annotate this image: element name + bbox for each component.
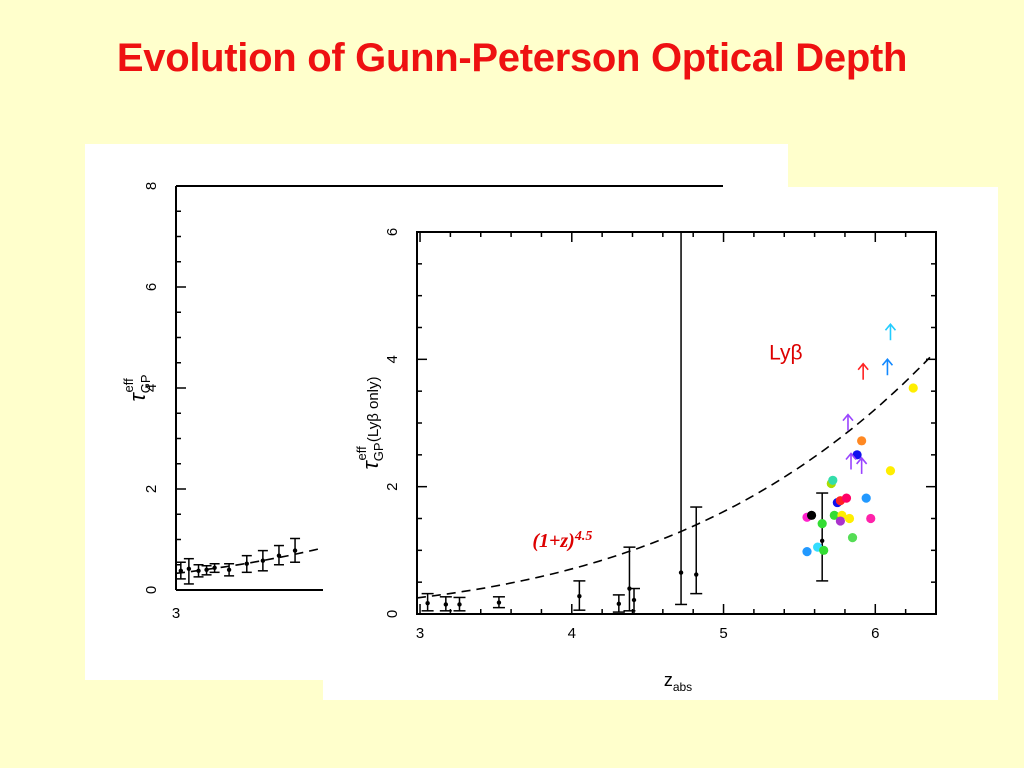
back-errorbar-point bbox=[244, 561, 249, 566]
front-data-point bbox=[908, 383, 918, 393]
front-data-point bbox=[829, 510, 839, 520]
front-x-tick-label: 3 bbox=[416, 625, 424, 642]
front-y-axis-label-text: τGPeff (Lyβ only) bbox=[354, 376, 386, 469]
front-data-point bbox=[806, 510, 817, 520]
front-chart: 0 2 4 6 3 4 5 6 zabs τGPeff (Lyβ only) Lyβ (1+z)4.5 bbox=[354, 228, 937, 694]
front-data-point bbox=[841, 493, 852, 503]
front-x-axis-label: zabs bbox=[664, 670, 692, 694]
front-data-point bbox=[835, 516, 845, 526]
front-data-point bbox=[844, 513, 855, 524]
front-y-axis-label-part-3: (Lyβ only) bbox=[365, 376, 382, 446]
back-y-axis-label-part-1: GP bbox=[138, 374, 153, 393]
front-data-point bbox=[861, 493, 871, 503]
back-y-tick-label: 4 bbox=[143, 384, 160, 392]
front-data-point bbox=[866, 513, 876, 524]
front-errorbar-point bbox=[457, 602, 462, 607]
front-data-point bbox=[885, 466, 896, 476]
front-chart-panel: 0 2 4 6 3 4 5 6 zabs τGPeff (Lyβ only) Lyβ (1+z)4.5 bbox=[323, 187, 998, 700]
back-y-axis-label-text: τGPeff bbox=[121, 374, 153, 401]
back-errorbar-point bbox=[212, 565, 217, 570]
back-y-tick-label: 2 bbox=[143, 485, 160, 493]
front-x-tick-label: 6 bbox=[871, 625, 879, 642]
back-y-tick-label: 8 bbox=[143, 182, 160, 190]
front-errorbar-point bbox=[496, 600, 502, 605]
power-law-exponent: 4.5 bbox=[574, 529, 593, 544]
front-x-axis-label-sub: abs bbox=[673, 680, 692, 694]
power-law-base: (1+z) bbox=[532, 530, 575, 552]
front-x-tick-label: 4 bbox=[568, 625, 576, 642]
back-y-axis-label: τGPeff bbox=[121, 374, 153, 401]
front-errorbar-point bbox=[694, 572, 699, 577]
back-y-tick-label: 6 bbox=[143, 283, 160, 291]
back-errorbar-point bbox=[186, 566, 192, 571]
front-y-tick-label: 0 bbox=[384, 610, 401, 618]
front-y-axis-label-part-1: GP bbox=[371, 442, 386, 461]
front-lower-limit-arrow-head bbox=[881, 358, 894, 366]
slide-title: Evolution of Gunn-Peterson Optical Depth bbox=[116, 36, 908, 80]
front-errorbar-point bbox=[631, 597, 637, 603]
front-x-axis-label-main: z bbox=[664, 670, 673, 690]
back-x-tick-label: 3 bbox=[172, 605, 180, 622]
front-y-tick-label: 6 bbox=[384, 228, 401, 236]
back-y-axis-label-part-0: τ bbox=[125, 392, 150, 402]
front-errorbar-point bbox=[577, 593, 582, 599]
front-lower-limit-arrow-head bbox=[857, 362, 869, 371]
back-y-axis-label-part-2: eff bbox=[121, 378, 136, 393]
front-y-axis-label-part-0: τ bbox=[358, 460, 383, 470]
front-data-point bbox=[817, 518, 827, 529]
front-y-axis-label: τGPeff (Lyβ only) bbox=[354, 376, 386, 469]
front-lower-limit-arrow-head bbox=[856, 456, 868, 465]
front-errorbar-point bbox=[425, 600, 430, 606]
front-lower-limit-arrow-head bbox=[845, 452, 857, 460]
front-data-point bbox=[828, 475, 838, 485]
front-errorbar-point bbox=[616, 601, 622, 607]
back-errorbar-point bbox=[178, 568, 184, 574]
front-lower-limit-arrow-head bbox=[884, 322, 897, 331]
back-errorbar-point bbox=[292, 548, 298, 553]
front-y-tick-label: 2 bbox=[384, 482, 401, 490]
front-errorbar-point bbox=[819, 538, 825, 543]
back-errorbar-point bbox=[260, 558, 266, 563]
front-data-point bbox=[847, 533, 858, 543]
front-errorbar-point bbox=[443, 602, 449, 607]
back-errorbar-point bbox=[276, 553, 282, 558]
front-data-point bbox=[819, 545, 829, 555]
back-errorbar-point bbox=[204, 567, 209, 572]
back-y-tick-label: 0 bbox=[143, 586, 160, 594]
back-errorbar-point bbox=[196, 568, 201, 574]
front-errorbar-point bbox=[678, 570, 684, 575]
front-y-axis-label-part-2: eff bbox=[354, 446, 369, 461]
front-x-tick-label: 5 bbox=[719, 625, 727, 642]
lyb-annotation: Lyβ bbox=[769, 341, 802, 364]
back-errorbar-point bbox=[226, 567, 232, 572]
front-lower-limit-arrow-head bbox=[842, 413, 854, 422]
power-law-annotation: (1+z)4.5 bbox=[532, 529, 592, 552]
front-y-tick-label: 4 bbox=[384, 355, 401, 363]
front-data-point bbox=[857, 436, 867, 446]
front-fit-curve bbox=[416, 353, 934, 599]
front-data-point bbox=[802, 547, 812, 557]
